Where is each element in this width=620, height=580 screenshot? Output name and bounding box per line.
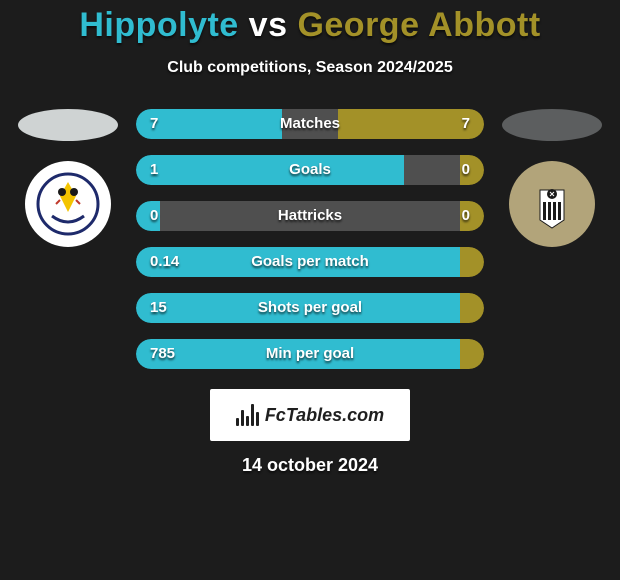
stat-bars: 7 7 Matches 1 0 Goals 0 0 Hattricks 0.14 Goals per… [136,109,484,385]
stat-label: Goals per match [251,247,369,277]
player2-club-badge [509,161,595,247]
date: 14 october 2024 [0,455,620,476]
stat-mid-seg [404,155,460,185]
club-crest-icon [520,172,584,236]
stat-row: 0 0 Hattricks [136,201,484,231]
club-crest-icon [36,172,100,236]
stat-left-value: 0.14 [150,247,179,277]
stat-left-value: 15 [150,293,167,323]
vs-text: vs [249,6,288,44]
stat-left-seg [136,155,404,185]
player2-name: George Abbott [297,6,540,44]
stat-left-value: 0 [150,201,158,231]
stat-left-value: 785 [150,339,175,369]
stat-row: 15 Shots per goal [136,293,484,323]
stat-left-value: 1 [150,155,158,185]
stat-right-value: 0 [462,201,470,231]
stat-label: Goals [289,155,331,185]
right-side [502,109,602,247]
subtitle: Club competitions, Season 2024/2025 [0,59,620,77]
bars-icon [236,404,259,426]
stat-row: 785 Min per goal [136,339,484,369]
content-row: 7 7 Matches 1 0 Goals 0 0 Hattricks 0.14 Goals per… [0,109,620,385]
watermark: FcTables.com [210,389,410,441]
stat-row: 7 7 Matches [136,109,484,139]
stat-right-value: 7 [462,109,470,139]
comparison-title: Hippolyte vs George Abbott [0,6,620,45]
left-side [18,109,118,247]
stat-left-value: 7 [150,109,158,139]
stat-label: Hattricks [278,201,342,231]
stat-right-seg [460,293,484,323]
stat-row: 0.14 Goals per match [136,247,484,277]
stat-right-seg [460,247,484,277]
player1-photo-placeholder [18,109,118,141]
player1-club-badge [25,161,111,247]
stat-right-value: 0 [462,155,470,185]
stat-right-seg [460,339,484,369]
stat-row: 1 0 Goals [136,155,484,185]
player1-name: Hippolyte [79,6,238,44]
watermark-text: FcTables.com [265,405,384,426]
stat-label: Matches [280,109,340,139]
infographic-container: Hippolyte vs George Abbott Club competit… [0,0,620,476]
stat-label: Min per goal [266,339,354,369]
player2-photo-placeholder [502,109,602,141]
stat-label: Shots per goal [258,293,362,323]
